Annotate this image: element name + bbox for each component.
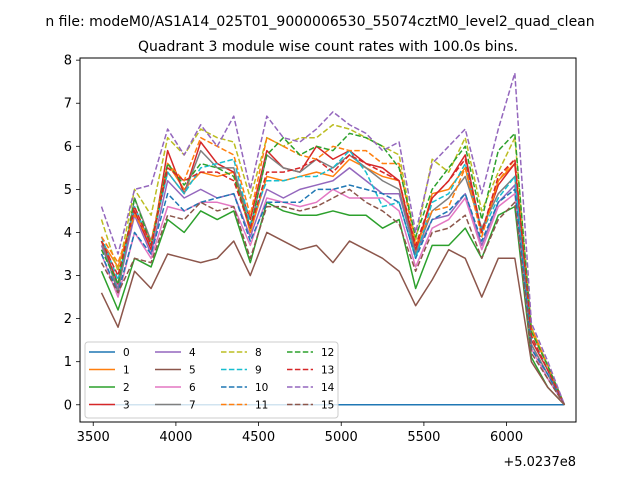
series-line-4 — [100, 167, 566, 406]
y-tick-label: 4 — [64, 226, 72, 241]
legend-label-13: 13 — [321, 365, 334, 377]
legend-label-8: 8 — [255, 347, 262, 359]
series-line-15 — [100, 188, 566, 406]
y-tick-label: 7 — [64, 97, 72, 112]
y-tick-label: 3 — [64, 269, 72, 284]
y-axis: 0 1 2 3 4 5 6 7 8 — [64, 54, 80, 413]
chart-title: Quadrant 3 module wise count rates with … — [138, 39, 518, 55]
legend-label-15: 15 — [321, 400, 334, 412]
x-tick-label: 4000 — [159, 430, 192, 445]
series-line-13 — [100, 154, 566, 406]
y-tick-label: 5 — [64, 183, 72, 198]
y-tick-label: 6 — [64, 140, 72, 155]
x-tick-label: 5500 — [407, 430, 440, 445]
legend-label-3: 3 — [123, 400, 130, 412]
series-line-5 — [100, 231, 565, 406]
figure-suptitle: n file: modeM0/AS1A14_025T01_9000006530_… — [45, 14, 594, 30]
series-line-10 — [100, 184, 566, 406]
legend-label-12: 12 — [321, 347, 334, 359]
y-tick-label: 8 — [64, 54, 72, 69]
series-line-6 — [100, 188, 566, 406]
series-line-12 — [100, 132, 566, 406]
legend-label-10: 10 — [255, 382, 268, 394]
legend-label-7: 7 — [189, 400, 196, 412]
x-tick-label: 5000 — [325, 430, 358, 445]
y-tick-label: 2 — [64, 312, 72, 327]
x-axis: 3500 4000 4500 5000 5500 6000 — [77, 422, 523, 445]
series-line-14 — [100, 72, 566, 406]
legend-label-5: 5 — [189, 365, 196, 377]
legend-label-6: 6 — [189, 382, 196, 394]
series-line-8 — [100, 124, 566, 406]
legend-label-11: 11 — [255, 400, 268, 412]
x-axis-offset-label: +5.0237e8 — [503, 455, 576, 470]
axes-frame — [79, 57, 577, 423]
plot-lines — [100, 72, 566, 406]
x-tick-label: 3500 — [77, 430, 110, 445]
legend-label-1: 1 — [123, 365, 130, 377]
legend-label-9: 9 — [255, 365, 262, 377]
y-tick-label: 1 — [64, 355, 72, 370]
legend-label-0: 0 — [123, 347, 130, 359]
x-tick-label: 6000 — [490, 430, 523, 445]
legend-label-14: 14 — [321, 382, 335, 394]
series-line-11 — [100, 136, 566, 406]
legend-box — [84, 341, 339, 419]
x-tick-label: 4500 — [242, 430, 275, 445]
legend-label-2: 2 — [123, 382, 130, 394]
series-line-9 — [100, 149, 566, 406]
legend-label-4: 4 — [189, 347, 196, 359]
y-tick-label: 0 — [64, 398, 72, 413]
